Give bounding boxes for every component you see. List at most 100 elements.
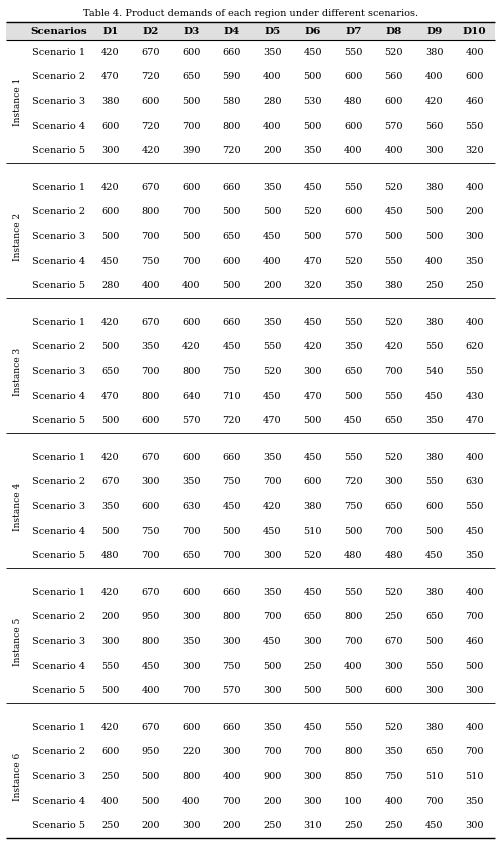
Text: D3: D3 bbox=[183, 26, 199, 35]
Text: 800: 800 bbox=[182, 367, 200, 376]
Text: 550: 550 bbox=[385, 392, 403, 401]
Text: 670: 670 bbox=[141, 318, 160, 327]
Text: 300: 300 bbox=[182, 662, 200, 671]
Text: 650: 650 bbox=[182, 73, 200, 81]
Text: Scenario 3: Scenario 3 bbox=[33, 367, 86, 376]
Text: 300: 300 bbox=[222, 748, 241, 756]
Text: 520: 520 bbox=[384, 318, 403, 327]
Text: 500: 500 bbox=[425, 232, 443, 241]
Text: 400: 400 bbox=[465, 722, 484, 732]
Text: 570: 570 bbox=[182, 416, 200, 425]
Text: 450: 450 bbox=[425, 551, 443, 560]
Text: 480: 480 bbox=[384, 551, 403, 560]
Text: 200: 200 bbox=[141, 821, 160, 830]
Text: 420: 420 bbox=[101, 722, 120, 732]
Text: 300: 300 bbox=[465, 821, 484, 830]
Text: 450: 450 bbox=[304, 183, 322, 192]
Text: 400: 400 bbox=[222, 772, 241, 781]
Text: 700: 700 bbox=[222, 551, 241, 560]
Text: 300: 300 bbox=[182, 613, 200, 621]
Text: Scenario 2: Scenario 2 bbox=[33, 748, 86, 756]
Text: 600: 600 bbox=[465, 73, 484, 81]
Text: 350: 350 bbox=[304, 146, 322, 155]
Text: 500: 500 bbox=[101, 527, 119, 536]
Text: 450: 450 bbox=[304, 318, 322, 327]
Text: Scenario 4: Scenario 4 bbox=[33, 662, 86, 671]
Text: 500: 500 bbox=[344, 527, 362, 536]
Text: 500: 500 bbox=[222, 281, 241, 290]
Text: 500: 500 bbox=[304, 122, 322, 131]
Text: 250: 250 bbox=[425, 281, 443, 290]
Text: 500: 500 bbox=[182, 97, 200, 106]
Text: 400: 400 bbox=[182, 281, 200, 290]
Text: 400: 400 bbox=[384, 797, 403, 806]
Text: 600: 600 bbox=[182, 452, 200, 462]
Text: 300: 300 bbox=[465, 232, 484, 241]
Text: 600: 600 bbox=[222, 257, 241, 266]
Text: 720: 720 bbox=[222, 416, 241, 425]
Text: 420: 420 bbox=[141, 146, 160, 155]
Text: 400: 400 bbox=[344, 662, 363, 671]
Text: 560: 560 bbox=[425, 122, 443, 131]
Text: 500: 500 bbox=[263, 662, 282, 671]
Text: 350: 350 bbox=[384, 748, 403, 756]
Text: 800: 800 bbox=[182, 772, 200, 781]
Text: Scenario 3: Scenario 3 bbox=[33, 97, 86, 106]
Text: 200: 200 bbox=[222, 821, 241, 830]
Text: 660: 660 bbox=[222, 452, 241, 462]
Text: 450: 450 bbox=[304, 48, 322, 57]
Text: 600: 600 bbox=[344, 73, 362, 81]
Text: 650: 650 bbox=[344, 367, 362, 376]
Text: 300: 300 bbox=[182, 821, 200, 830]
Text: 450: 450 bbox=[304, 722, 322, 732]
Text: 250: 250 bbox=[304, 662, 322, 671]
Text: 510: 510 bbox=[304, 527, 322, 536]
Text: Scenario 1: Scenario 1 bbox=[33, 318, 86, 327]
Text: 550: 550 bbox=[344, 587, 362, 597]
Text: 570: 570 bbox=[344, 232, 363, 241]
Text: 670: 670 bbox=[141, 452, 160, 462]
Text: 300: 300 bbox=[304, 367, 322, 376]
Text: 380: 380 bbox=[425, 48, 443, 57]
Text: 320: 320 bbox=[465, 146, 484, 155]
Text: 400: 400 bbox=[425, 257, 443, 266]
Text: 450: 450 bbox=[222, 502, 241, 511]
Text: 400: 400 bbox=[344, 146, 363, 155]
Text: 350: 350 bbox=[425, 416, 443, 425]
Text: 550: 550 bbox=[425, 343, 443, 351]
Text: 250: 250 bbox=[344, 821, 363, 830]
Text: Instance 2: Instance 2 bbox=[13, 213, 22, 261]
Text: 420: 420 bbox=[101, 318, 120, 327]
Text: 750: 750 bbox=[222, 367, 241, 376]
Text: 520: 520 bbox=[384, 183, 403, 192]
Text: 380: 380 bbox=[425, 318, 443, 327]
Text: 660: 660 bbox=[222, 48, 241, 57]
Text: 750: 750 bbox=[344, 502, 363, 511]
Text: 300: 300 bbox=[304, 772, 322, 781]
Text: 350: 350 bbox=[465, 797, 484, 806]
Text: 300: 300 bbox=[263, 551, 282, 560]
Text: 620: 620 bbox=[465, 343, 484, 351]
Text: Scenario 5: Scenario 5 bbox=[33, 281, 86, 290]
Text: 380: 380 bbox=[425, 452, 443, 462]
Text: 800: 800 bbox=[142, 392, 160, 401]
Text: 220: 220 bbox=[182, 748, 200, 756]
Text: Scenario 1: Scenario 1 bbox=[33, 48, 86, 57]
Text: 420: 420 bbox=[425, 97, 443, 106]
Text: 450: 450 bbox=[263, 232, 282, 241]
Text: 400: 400 bbox=[425, 73, 443, 81]
Text: 450: 450 bbox=[425, 821, 443, 830]
Text: 670: 670 bbox=[384, 637, 403, 646]
Text: 350: 350 bbox=[182, 637, 200, 646]
Text: 420: 420 bbox=[182, 343, 200, 351]
Text: Scenario 4: Scenario 4 bbox=[33, 122, 86, 131]
Text: 450: 450 bbox=[263, 637, 282, 646]
Text: 700: 700 bbox=[344, 637, 363, 646]
Text: 700: 700 bbox=[141, 367, 160, 376]
Text: 600: 600 bbox=[182, 48, 200, 57]
Text: 550: 550 bbox=[425, 478, 443, 486]
Text: 550: 550 bbox=[385, 257, 403, 266]
Text: 460: 460 bbox=[465, 637, 484, 646]
Text: 520: 520 bbox=[384, 722, 403, 732]
Text: 500: 500 bbox=[425, 208, 443, 216]
